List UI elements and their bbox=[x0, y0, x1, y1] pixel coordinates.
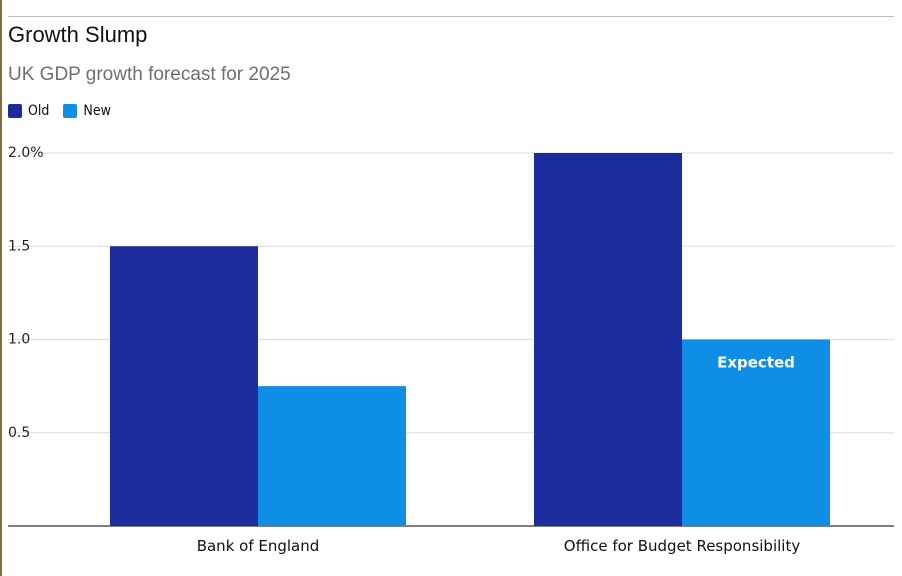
legend-item-new: New bbox=[63, 103, 111, 119]
legend-swatch-new bbox=[63, 104, 78, 118]
top-divider bbox=[8, 16, 894, 17]
x-category-label: Office for Budget Responsibility bbox=[564, 537, 801, 555]
legend-label-old: Old bbox=[28, 103, 50, 119]
labels: 0.5 1.0 1.5 2.0% Bank of England Office for B… bbox=[8, 145, 800, 555]
bars bbox=[110, 153, 830, 526]
y-tick-label: 0.5 bbox=[8, 425, 30, 441]
bar-new-1 bbox=[682, 339, 830, 526]
y-tick-label: 1.0 bbox=[8, 332, 30, 348]
legend-item-old: Old bbox=[8, 103, 49, 119]
legend-swatch-old bbox=[8, 104, 22, 118]
bar-new-0 bbox=[258, 386, 406, 526]
y-tick-label: 2.0% bbox=[8, 145, 44, 161]
legend-label-new: New bbox=[83, 103, 111, 119]
x-category-label: Bank of England bbox=[197, 537, 320, 555]
bar-old-0 bbox=[110, 246, 258, 526]
bar-annotation: Expected bbox=[717, 354, 795, 372]
y-tick-label: 1.5 bbox=[8, 238, 30, 254]
bar-old-1 bbox=[534, 153, 682, 526]
left-border bbox=[0, 0, 2, 576]
legend: Old New bbox=[8, 103, 111, 119]
chart-subtitle: UK GDP growth forecast for 2025 bbox=[8, 64, 291, 85]
chart-title: Growth Slump bbox=[8, 22, 148, 47]
